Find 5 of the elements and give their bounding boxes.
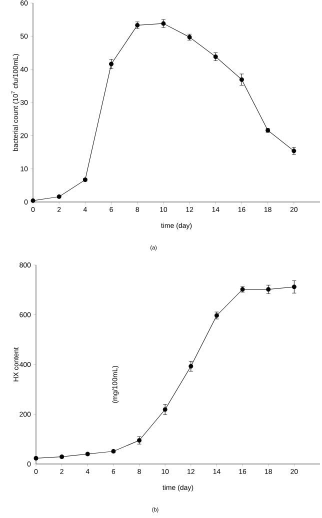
point — [162, 407, 168, 412]
point — [292, 284, 296, 290]
point — [188, 364, 194, 368]
point — [109, 62, 114, 66]
point — [239, 77, 244, 82]
